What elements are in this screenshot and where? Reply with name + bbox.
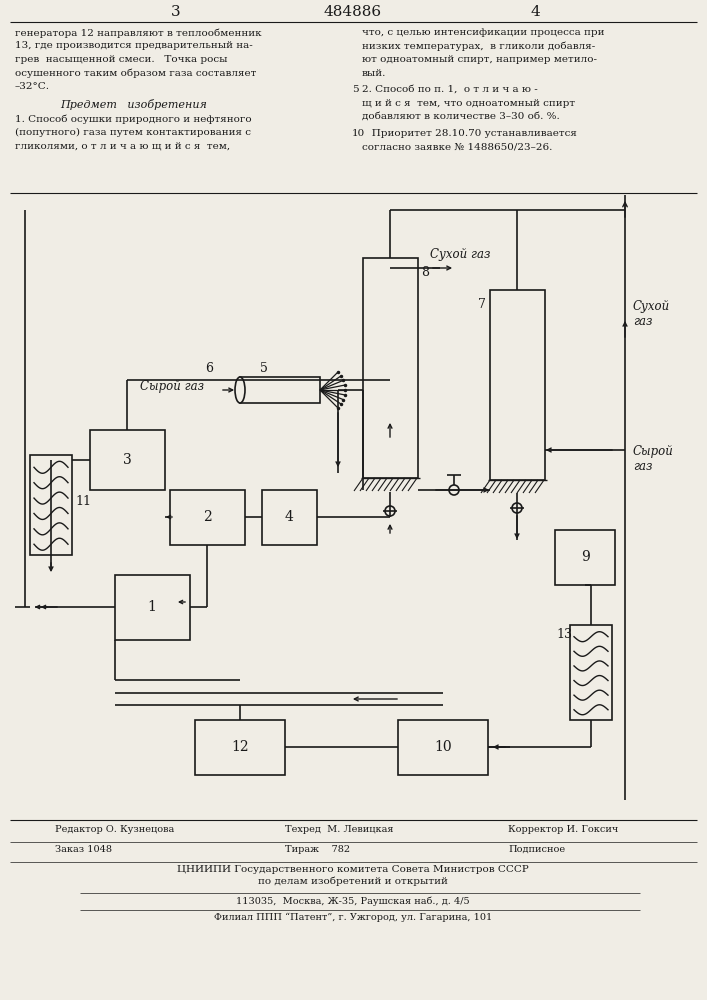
Text: Заказ 1048: Заказ 1048 [55,845,112,854]
Text: 12: 12 [231,740,249,754]
Text: 6: 6 [205,362,213,375]
Bar [30,455,72,555]
Text: щ и й с я  тем, что одноатомный спирт: щ и й с я тем, что одноатомный спирт [362,99,575,107]
Text: 9: 9 [580,550,590,564]
Text: Приоритет 28.10.70 устанавливается: Приоритет 28.10.70 устанавливается [362,129,577,138]
Text: 3: 3 [171,5,181,19]
Text: 3: 3 [122,453,132,467]
Text: Филиал ППП “Патент”, г. Ужгород, ул. Гагарина, 101: Филиал ППП “Патент”, г. Ужгород, ул. Гаг… [214,913,492,922]
Text: 2. Способ по п. 1,  о т л и ч а ю -: 2. Способ по п. 1, о т л и ч а ю - [362,85,538,94]
Text: по делам изобретений и открытий: по делам изобретений и открытий [258,877,448,886]
Text: 484886: 484886 [324,5,382,19]
Text: Сырой
газ: Сырой газ [633,445,674,473]
Text: 1: 1 [148,600,156,614]
Text: Техред  М. Левицкая: Техред М. Левицкая [285,825,394,834]
Text: 4: 4 [530,5,540,19]
Text: Сырой газ: Сырой газ [140,380,204,393]
Bar [570,625,612,720]
Text: 13, где производится предварительный на-: 13, где производится предварительный на- [15,41,252,50]
Text: 5: 5 [352,85,358,94]
Text: гликолями, о т л и ч а ю щ и й с я  тем,: гликолями, о т л и ч а ю щ и й с я тем, [15,141,230,150]
Text: (попутного) газа путем контактирования с: (попутного) газа путем контактирования с [15,127,251,137]
Bar [90,430,165,490]
Text: низких температурах,  в гликоли добавля-: низких температурах, в гликоли добавля- [362,41,595,51]
Text: что, с целью интенсификации процесса при: что, с целью интенсификации процесса при [362,28,604,37]
Text: вый.: вый. [362,68,386,78]
Text: Сухой
газ: Сухой газ [633,300,670,328]
Text: 13: 13 [556,628,572,641]
Text: Подписное: Подписное [508,845,565,854]
Text: добавляют в количестве 3–30 об. %.: добавляют в количестве 3–30 об. %. [362,112,560,121]
Text: ЦНИИПИ Государственного комитета Совета Министров СССР: ЦНИИПИ Государственного комитета Совета … [177,865,529,874]
Text: –32°С.: –32°С. [15,82,50,91]
Text: 10: 10 [352,129,366,138]
Text: 2: 2 [203,510,211,524]
Text: Корректор И. Гоксич: Корректор И. Гоксич [508,825,618,834]
Text: грев  насыщенной смеси.   Точка росы: грев насыщенной смеси. Точка росы [15,55,228,64]
Bar [195,720,285,775]
Text: Редактор О. Кузнецова: Редактор О. Кузнецова [55,825,174,834]
Text: Сухой газ: Сухой газ [430,248,491,261]
Text: генератора 12 направляют в теплообменник: генератора 12 направляют в теплообменник [15,28,262,37]
Text: 4: 4 [284,510,293,524]
Bar [170,490,245,545]
Text: осушенного таким образом газа составляет: осушенного таким образом газа составляет [15,68,257,78]
Ellipse shape [235,377,245,403]
Text: Предмет   изобретения: Предмет изобретения [60,99,207,109]
Text: 113035,  Москва, Ж-35, Раушская наб., д. 4/5: 113035, Москва, Ж-35, Раушская наб., д. … [236,896,470,906]
Text: 11: 11 [75,495,91,508]
Bar [555,530,615,585]
Bar [115,575,190,640]
Bar [363,258,418,478]
Text: Тираж    782: Тираж 782 [285,845,350,854]
Bar [490,290,545,480]
Bar [240,377,320,403]
Bar [262,490,317,545]
Text: 10: 10 [434,740,452,754]
Text: ют одноатомный спирт, например метило-: ют одноатомный спирт, например метило- [362,55,597,64]
Text: 1. Способ осушки природного и нефтяного: 1. Способ осушки природного и нефтяного [15,114,252,123]
Text: согласно заявке № 1488650/23–26.: согласно заявке № 1488650/23–26. [362,143,552,152]
Bar [398,720,488,775]
Text: 5: 5 [260,362,268,375]
Text: 8: 8 [421,266,429,279]
Text: 7: 7 [478,298,486,311]
